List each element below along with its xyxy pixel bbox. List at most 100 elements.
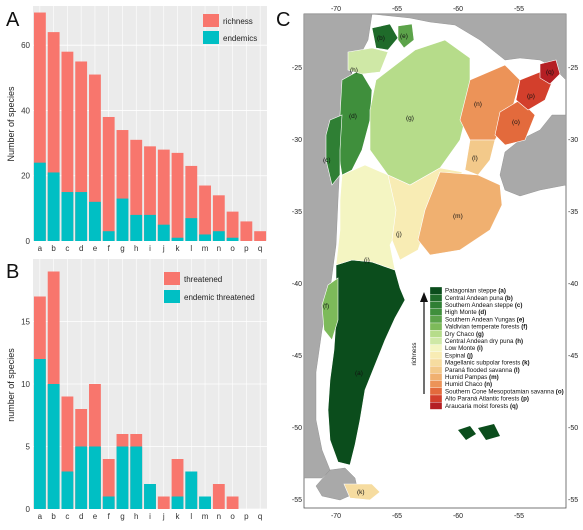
bar-endemic-threatened-l	[185, 471, 198, 509]
lat-left-45: -45	[292, 353, 302, 360]
lat-right-55: -55	[568, 497, 578, 504]
bar-richness-l	[185, 165, 198, 241]
y-tick-label: 0	[26, 237, 31, 246]
legend-label-threatened: threatened	[184, 275, 222, 284]
x-tick-label: h	[134, 512, 138, 521]
y-tick-label: 0	[26, 505, 31, 514]
lon-bottom-70: -70	[331, 513, 341, 520]
map-legend-label-o: Southern Cone Mesopotamian savanna (o)	[445, 388, 564, 395]
region-label-n: (n)	[474, 101, 482, 108]
map-legend-label-h: Central Andean dry puna (h)	[445, 338, 523, 345]
map-legend-swatch-n	[429, 380, 443, 388]
lat-right-50: -50	[568, 425, 578, 432]
bar-endemic-threatened-e	[89, 446, 101, 509]
legend-label-endemics: endemics	[223, 34, 257, 43]
bolivia-paraguay-brazil-land	[371, 13, 567, 81]
legend-swatch-threatened	[164, 272, 180, 285]
region-label-q: (q)	[546, 69, 554, 76]
x-tick-label: g	[120, 244, 124, 253]
region-b-central-andean-puna	[371, 23, 399, 51]
lat-right-45: -45	[568, 353, 578, 360]
panel-a-letter: A	[6, 9, 20, 31]
map-legend-swatch-b	[429, 294, 443, 302]
region-e-yungas	[397, 23, 415, 49]
x-tick-label: e	[93, 512, 98, 521]
lon-top-60: -60	[453, 6, 463, 13]
region-label-p: (p)	[527, 93, 535, 100]
bar-richness-b	[47, 32, 60, 241]
map-legend-label-d: High Monte (d)	[445, 309, 486, 316]
region-label-h: (h)	[350, 67, 358, 74]
bar-endemics-h	[130, 214, 143, 241]
bar-endemics-m	[199, 234, 211, 241]
falkland-east	[478, 424, 500, 440]
map-legend-label-m: Humid Pampas (m)	[445, 374, 499, 381]
bar-threatened-o	[226, 496, 239, 509]
region-label-c: (c)	[323, 157, 331, 164]
legend-swatch-endemic-threatened	[164, 290, 180, 303]
map-legend-swatch-d	[429, 308, 443, 316]
region-label-k: (k)	[357, 489, 365, 496]
bar-threatened-n	[212, 484, 225, 509]
map-legend-label-l: Paraná flooded savanna (l)	[445, 367, 520, 374]
lat-left-25: -25	[292, 65, 302, 72]
x-tick-label: n	[217, 512, 221, 521]
panel-b-legend: threatened endemic threatened	[164, 272, 255, 303]
y-tick-label: 40	[21, 106, 30, 115]
bar-richness-p	[240, 221, 253, 241]
region-label-j: (j)	[396, 231, 402, 238]
x-tick-label: h	[134, 244, 138, 253]
map-legend-label-e: Southern Andean Yungas (e)	[445, 316, 524, 323]
bar-richness-h	[130, 139, 143, 241]
region-m-humid-pampas	[417, 171, 503, 256]
y-tick-label: 60	[21, 41, 30, 50]
map-legend-swatch-l	[429, 366, 443, 374]
falkland-islands	[458, 424, 500, 440]
lon-top-65: -65	[392, 6, 402, 13]
y-tick-label: 10	[21, 380, 30, 389]
region-l-parana-savanna	[464, 139, 496, 176]
map-legend-swatch-p	[429, 394, 443, 403]
region-a-patagonian-steppe	[327, 259, 406, 466]
map-legend-swatch-o	[429, 387, 443, 396]
bar-endemics-o	[226, 237, 239, 241]
region-label-l: (l)	[472, 155, 478, 162]
x-tick-label: k	[176, 244, 181, 253]
bar-endemic-threatened-a	[33, 359, 46, 509]
x-tick-label: f	[108, 512, 111, 521]
bar-endemic-threatened-d	[75, 446, 88, 509]
map-legend-label-q: Araucaria moist forests (q)	[445, 403, 518, 410]
bar-endemic-threatened-k	[171, 496, 184, 509]
panel-b-ylabel: number of species	[6, 348, 16, 422]
region-c-southern-andean-steppe	[325, 114, 343, 186]
bar-threatened-j	[157, 496, 170, 509]
bar-endemics-b	[47, 172, 60, 241]
map-legend-swatch-g	[429, 330, 443, 338]
x-tick-label: a	[38, 244, 43, 253]
region-h-dry-puna	[347, 47, 389, 75]
lon-top-55: -55	[514, 6, 524, 13]
region-label-o: (o)	[512, 119, 520, 126]
map-coordinates: -70 -65 -60 -55 -70 -65 -60 -55 -25 -30 …	[292, 6, 578, 520]
lat-left-30: -30	[292, 137, 302, 144]
bar-richness-o	[226, 211, 239, 241]
bar-richness-n	[212, 195, 225, 241]
bar-richness-g	[116, 130, 129, 241]
panel-b-letter: B	[6, 261, 19, 283]
bar-richness-c	[61, 51, 74, 241]
x-tick-label: k	[176, 512, 181, 521]
map-legend-swatch-m	[429, 373, 443, 381]
map-legend-label-a: Patagonian steppe (a)	[445, 288, 506, 295]
panel-a: A Number of species 0 20 40 60 a b c d e f g h i j k l m…	[6, 6, 267, 253]
bar-richness-e	[89, 74, 101, 242]
region-g-dry-chaco	[369, 39, 471, 186]
map-legend-swatch-c	[429, 301, 443, 309]
lat-left-50: -50	[292, 425, 302, 432]
x-tick-label: n	[217, 244, 221, 253]
lat-right-25: -25	[568, 65, 578, 72]
map-legend-swatch-h	[429, 337, 443, 345]
panel-a-ylabel: Number of species	[6, 86, 16, 162]
x-tick-label: b	[51, 512, 56, 521]
bar-richness-m	[199, 185, 211, 241]
map-legend-label-j: Espinal (j)	[445, 352, 473, 359]
